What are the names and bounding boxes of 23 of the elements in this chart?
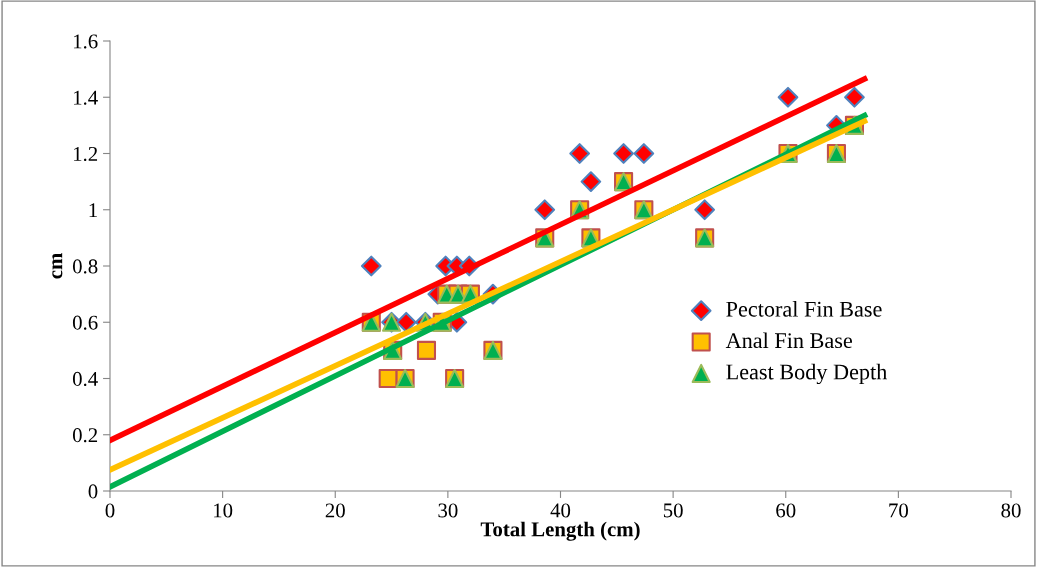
y-tick-label: 1 xyxy=(89,203,97,217)
x-tick-label: 70 xyxy=(889,503,908,518)
x-axis-title: Total Length (cm) xyxy=(480,521,640,541)
x-tick-label: 60 xyxy=(776,503,796,518)
x-tick-label: 20 xyxy=(325,503,345,518)
x-tick-label: 40 xyxy=(550,503,571,518)
x-tick-label: 50 xyxy=(663,503,683,518)
y-tick-label: 0 xyxy=(88,484,98,499)
y-tick-label: 0.6 xyxy=(72,315,98,330)
y-tick-label: 0.2 xyxy=(72,428,98,443)
x-tick-label: 30 xyxy=(438,503,458,518)
x-tick-label: 10 xyxy=(214,503,233,518)
x-tick-label: 0 xyxy=(105,503,115,518)
x-tick-label: 80 xyxy=(1001,503,1021,518)
legend-label: Least Body Depth xyxy=(726,363,888,385)
y-axis-title: cm xyxy=(52,253,63,279)
y-tick-label: 1.6 xyxy=(73,34,98,49)
y-tick-label: 1.2 xyxy=(73,146,98,162)
legend-label: Anal Fin Base xyxy=(725,332,852,349)
legend-label: Pectoral Fin Base xyxy=(726,301,882,317)
y-tick-label: 0.4 xyxy=(72,371,98,387)
y-tick-label: 0.8 xyxy=(72,259,98,274)
y-tick-label: 1.4 xyxy=(73,90,98,105)
